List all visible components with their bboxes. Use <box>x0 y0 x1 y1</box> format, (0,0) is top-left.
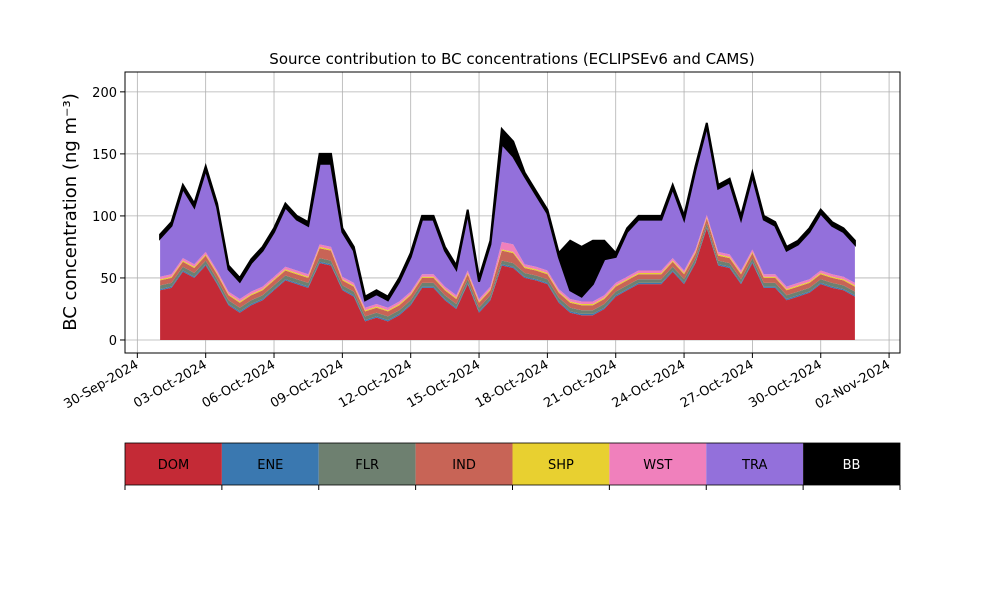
y-axis-label: BC concentration (ng m⁻³) <box>60 93 81 331</box>
area <box>160 126 855 308</box>
y-tick-label: 150 <box>92 148 117 163</box>
area <box>159 122 856 302</box>
x-tick-label: 02-Nov-2024 <box>813 357 893 412</box>
x-tick-label: 27-Oct-2024 <box>678 357 756 411</box>
legend-label: TRA <box>741 458 767 473</box>
legend-swatch <box>221 443 319 485</box>
x-tick-label: 12-Oct-2024 <box>336 357 414 411</box>
plot-frame <box>124 71 901 354</box>
legend-swatch <box>803 443 900 485</box>
y-tick-label: 50 <box>100 272 117 287</box>
x-tick-label: 09-Oct-2024 <box>268 357 346 411</box>
legend-swatch <box>512 443 610 485</box>
legend-swatch <box>318 443 416 485</box>
legend-label: DOM <box>158 458 189 473</box>
x-tick-label: 30-Sep-2024 <box>62 357 142 412</box>
x-tick-label: 03-Oct-2024 <box>131 357 209 411</box>
y-tick-label: 200 <box>92 86 117 101</box>
legend-label: WST <box>643 458 672 473</box>
x-tick-label: 24-Oct-2024 <box>610 357 688 411</box>
area <box>160 228 855 340</box>
y-tick-label: 100 <box>92 210 117 225</box>
legend-label: SHP <box>548 458 574 473</box>
chart-title: Source contribution to BC concentrations… <box>269 50 754 68</box>
legend-swatch <box>415 443 513 485</box>
x-tick-label: 21-Oct-2024 <box>541 357 619 411</box>
x-tick-label: 15-Oct-2024 <box>405 357 483 411</box>
y-tick-label: 0 <box>109 334 117 349</box>
legend-label: ENE <box>257 458 283 473</box>
x-tick-label: 18-Oct-2024 <box>473 357 551 411</box>
legend-label: IND <box>452 458 476 473</box>
legend-swatch <box>706 443 804 485</box>
x-tick-label: 06-Oct-2024 <box>200 357 278 411</box>
x-tick-label: 30-Oct-2024 <box>746 357 824 411</box>
legend-label: FLR <box>355 458 379 473</box>
legend-swatch <box>125 443 222 485</box>
legend-label: BB <box>843 458 861 473</box>
legend-swatch <box>609 443 707 485</box>
